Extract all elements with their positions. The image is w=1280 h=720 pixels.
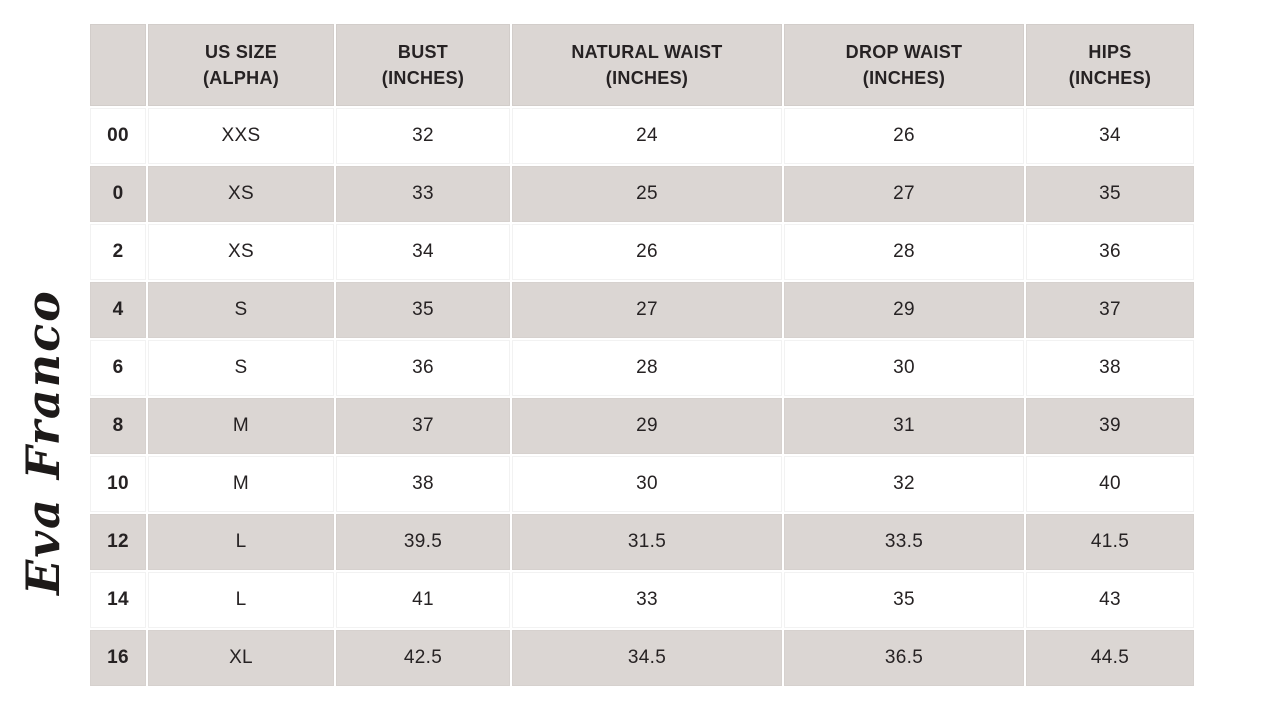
- size-chart-header: US SIZE (ALPHA) BUST (INCHES) NATURAL WA…: [90, 24, 1194, 106]
- column-header-alpha-size: US SIZE (ALPHA): [148, 24, 334, 106]
- size-value-cell: 39.5: [336, 514, 510, 570]
- row-size-label: 10: [90, 456, 146, 512]
- size-value-cell: L: [148, 514, 334, 570]
- table-row: 0 XS 33 25 27 35: [90, 166, 1194, 222]
- size-value-cell: S: [148, 340, 334, 396]
- size-value-cell: 38: [336, 456, 510, 512]
- size-value-cell: 32: [336, 108, 510, 164]
- size-value-cell: 28: [784, 224, 1024, 280]
- size-value-cell: 37: [1026, 282, 1194, 338]
- size-value-cell: 28: [512, 340, 782, 396]
- size-value-cell: 29: [512, 398, 782, 454]
- table-row: 4 S 35 27 29 37: [90, 282, 1194, 338]
- size-value-cell: 31.5: [512, 514, 782, 570]
- size-value-cell: 27: [784, 166, 1024, 222]
- size-value-cell: 31: [784, 398, 1024, 454]
- size-value-cell: XS: [148, 166, 334, 222]
- size-value-cell: XS: [148, 224, 334, 280]
- size-value-cell: 34: [336, 224, 510, 280]
- column-header-size: [90, 24, 146, 106]
- size-value-cell: 35: [1026, 166, 1194, 222]
- row-size-label: 16: [90, 630, 146, 686]
- table-row: 2 XS 34 26 28 36: [90, 224, 1194, 280]
- size-value-cell: 35: [784, 572, 1024, 628]
- size-value-cell: 39: [1026, 398, 1194, 454]
- size-value-cell: 41.5: [1026, 514, 1194, 570]
- size-value-cell: M: [148, 398, 334, 454]
- size-value-cell: 26: [784, 108, 1024, 164]
- row-size-label: 00: [90, 108, 146, 164]
- table-row: 00 XXS 32 24 26 34: [90, 108, 1194, 164]
- size-value-cell: 34.5: [512, 630, 782, 686]
- table-row: 6 S 36 28 30 38: [90, 340, 1194, 396]
- size-value-cell: 34: [1026, 108, 1194, 164]
- size-value-cell: 40: [1026, 456, 1194, 512]
- row-size-label: 2: [90, 224, 146, 280]
- size-value-cell: 36: [1026, 224, 1194, 280]
- row-size-label: 14: [90, 572, 146, 628]
- row-size-label: 0: [90, 166, 146, 222]
- size-value-cell: 44.5: [1026, 630, 1194, 686]
- size-value-cell: 33: [512, 572, 782, 628]
- size-value-cell: 24: [512, 108, 782, 164]
- size-value-cell: XL: [148, 630, 334, 686]
- table-row: 16 XL 42.5 34.5 36.5 44.5: [90, 630, 1194, 686]
- size-value-cell: 29: [784, 282, 1024, 338]
- size-value-cell: 26: [512, 224, 782, 280]
- table-row: 12 L 39.5 31.5 33.5 41.5: [90, 514, 1194, 570]
- row-size-label: 8: [90, 398, 146, 454]
- row-size-label: 4: [90, 282, 146, 338]
- size-value-cell: 36: [336, 340, 510, 396]
- size-value-cell: 33.5: [784, 514, 1024, 570]
- size-value-cell: 33: [336, 166, 510, 222]
- size-value-cell: 38: [1026, 340, 1194, 396]
- table-row: 14 L 41 33 35 43: [90, 572, 1194, 628]
- column-header-natural-waist: NATURAL WAIST (INCHES): [512, 24, 782, 106]
- size-value-cell: 27: [512, 282, 782, 338]
- size-value-cell: 25: [512, 166, 782, 222]
- size-value-cell: M: [148, 456, 334, 512]
- table-row: 8 M 37 29 31 39: [90, 398, 1194, 454]
- size-value-cell: L: [148, 572, 334, 628]
- brand-logo-text: Eva Franco: [16, 289, 70, 595]
- size-value-cell: S: [148, 282, 334, 338]
- size-value-cell: 41: [336, 572, 510, 628]
- row-size-label: 6: [90, 340, 146, 396]
- size-chart-table: US SIZE (ALPHA) BUST (INCHES) NATURAL WA…: [88, 22, 1196, 688]
- header-row: US SIZE (ALPHA) BUST (INCHES) NATURAL WA…: [90, 24, 1194, 106]
- brand-logo: Eva Franco: [0, 272, 86, 612]
- size-value-cell: 35: [336, 282, 510, 338]
- size-value-cell: XXS: [148, 108, 334, 164]
- size-value-cell: 30: [784, 340, 1024, 396]
- size-value-cell: 42.5: [336, 630, 510, 686]
- size-value-cell: 37: [336, 398, 510, 454]
- size-table-body: 00 XXS 32 24 26 34 0 XS 33 25 27 35 2 XS 34 26 28 36 4 S 35 2…: [90, 108, 1194, 686]
- size-value-cell: 32: [784, 456, 1024, 512]
- table-row: 10 M 38 30 32 40: [90, 456, 1194, 512]
- row-size-label: 12: [90, 514, 146, 570]
- size-value-cell: 43: [1026, 572, 1194, 628]
- size-value-cell: 30: [512, 456, 782, 512]
- size-value-cell: 36.5: [784, 630, 1024, 686]
- column-header-hips: HIPS (INCHES): [1026, 24, 1194, 106]
- column-header-drop-waist: DROP WAIST (INCHES): [784, 24, 1024, 106]
- column-header-bust: BUST (INCHES): [336, 24, 510, 106]
